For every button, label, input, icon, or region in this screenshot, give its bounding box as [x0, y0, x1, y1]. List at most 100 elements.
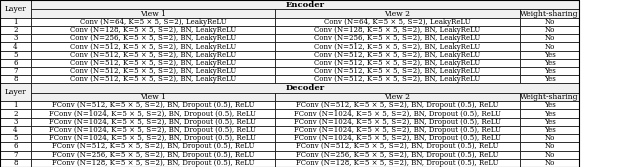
Text: FConv (N=1024, K=5 × 5, S=2), BN, Dropout (0.5), ReLU: FConv (N=1024, K=5 × 5, S=2), BN, Dropou… [294, 126, 501, 134]
Text: Conv (N=512, K=5 × 5, S=2), BN, LeakyReLU: Conv (N=512, K=5 × 5, S=2), BN, LeakyReL… [314, 59, 481, 67]
Text: 3: 3 [13, 118, 17, 126]
Text: Conv (N=128, K=5 × 5, S=2), BN, LeakyReLU: Conv (N=128, K=5 × 5, S=2), BN, LeakyReL… [70, 26, 236, 34]
Text: Conv (N=512, K=5 × 5, S=2), BN, LeakyReLU: Conv (N=512, K=5 × 5, S=2), BN, LeakyReL… [314, 75, 481, 83]
Bar [275, 118, 520, 126]
Bar [275, 159, 520, 167]
Text: No: No [544, 142, 555, 150]
Bar [31, 9, 275, 18]
Text: Weight-sharing: Weight-sharing [520, 10, 579, 18]
Bar [0, 34, 31, 42]
Bar [0, 134, 31, 142]
Bar [31, 42, 275, 51]
Text: 7: 7 [13, 151, 18, 159]
Text: No: No [544, 43, 555, 51]
Bar [520, 59, 579, 67]
Bar [275, 93, 520, 101]
Text: Decoder: Decoder [285, 84, 324, 92]
Text: Yes: Yes [543, 101, 556, 109]
Text: FConv (N=1024, K=5 × 5, S=2), BN, Dropout (0.5), ReLU: FConv (N=1024, K=5 × 5, S=2), BN, Dropou… [49, 126, 257, 134]
Bar [520, 75, 579, 84]
Text: Yes: Yes [543, 126, 556, 134]
Bar [520, 34, 579, 42]
Bar [31, 75, 275, 84]
Text: Conv (N=256, K=5 × 5, S=2), BN, LeakyReLU: Conv (N=256, K=5 × 5, S=2), BN, LeakyReL… [70, 34, 236, 42]
Text: 6: 6 [13, 59, 18, 67]
Text: Conv (N=64, K=5 × 5, S=2), LeakyReLU: Conv (N=64, K=5 × 5, S=2), LeakyReLU [79, 18, 227, 26]
Bar [31, 151, 275, 159]
Text: 5: 5 [13, 51, 18, 59]
Bar [0, 75, 31, 84]
Text: Layer: Layer [4, 5, 26, 13]
Bar [0, 142, 31, 151]
Text: Conv (N=512, K=5 × 5, S=2), BN, LeakyReLU: Conv (N=512, K=5 × 5, S=2), BN, LeakyReL… [70, 67, 236, 75]
Text: Conv (N=512, K=5 × 5, S=2), BN, LeakyReLU: Conv (N=512, K=5 × 5, S=2), BN, LeakyReL… [314, 43, 481, 51]
Bar [0, 0, 31, 18]
Bar [275, 126, 520, 134]
Text: Conv (N=512, K=5 × 5, S=2), BN, LeakyReLU: Conv (N=512, K=5 × 5, S=2), BN, LeakyReL… [314, 67, 481, 75]
Text: FConv (N=512, K=5 × 5, S=2), BN, Dropout (0.5), ReLU: FConv (N=512, K=5 × 5, S=2), BN, Dropout… [296, 142, 499, 150]
Text: Yes: Yes [543, 75, 556, 83]
Bar [275, 142, 520, 151]
Text: FConv (N=1024, K=5 × 5, S=2), BN, Dropout (0.5), ReLU: FConv (N=1024, K=5 × 5, S=2), BN, Dropou… [49, 134, 257, 142]
Bar [31, 118, 275, 126]
Bar [0, 118, 31, 126]
Text: FConv (N=128, K=5 × 5, S=2), BN, Dropout (0.5), ReLU: FConv (N=128, K=5 × 5, S=2), BN, Dropout… [52, 159, 254, 167]
Text: Conv (N=512, K=5 × 5, S=2), BN, LeakyReLU: Conv (N=512, K=5 × 5, S=2), BN, LeakyReL… [70, 75, 236, 83]
Bar [275, 9, 520, 18]
Bar [275, 110, 520, 118]
Text: Yes: Yes [543, 118, 556, 126]
Text: 1: 1 [13, 101, 18, 109]
Text: No: No [544, 34, 555, 42]
Text: FConv (N=512, K=5 × 5, S=2), BN, Dropout (0.5), ReLU: FConv (N=512, K=5 × 5, S=2), BN, Dropout… [296, 101, 499, 109]
Text: FConv (N=128, K=5 × 5, S=2), BN, Dropout (0.5), ReLU: FConv (N=128, K=5 × 5, S=2), BN, Dropout… [296, 159, 499, 167]
Bar [31, 110, 275, 118]
Bar [520, 42, 579, 51]
Bar [275, 42, 520, 51]
Bar [0, 67, 31, 75]
Bar [275, 75, 520, 84]
Text: Encoder: Encoder [285, 1, 324, 9]
Bar [31, 93, 275, 101]
Text: FConv (N=1024, K=5 × 5, S=2), BN, Dropout (0.5), ReLU: FConv (N=1024, K=5 × 5, S=2), BN, Dropou… [294, 110, 501, 118]
Bar [520, 18, 579, 26]
Text: Conv (N=512, K=5 × 5, S=2), BN, LeakyReLU: Conv (N=512, K=5 × 5, S=2), BN, LeakyReL… [70, 51, 236, 59]
Bar [31, 134, 275, 142]
Text: FConv (N=512, K=5 × 5, S=2), BN, Dropout (0.5), ReLU: FConv (N=512, K=5 × 5, S=2), BN, Dropout… [52, 142, 254, 150]
Text: Conv (N=512, K=5 × 5, S=2), BN, LeakyReLU: Conv (N=512, K=5 × 5, S=2), BN, LeakyReL… [314, 51, 481, 59]
Bar [31, 126, 275, 134]
Bar [275, 134, 520, 142]
Bar [520, 159, 579, 167]
Bar [0, 18, 31, 26]
Text: 4: 4 [13, 43, 18, 51]
Text: 2: 2 [13, 110, 18, 118]
Bar [31, 67, 275, 75]
Bar [0, 42, 31, 51]
Text: FConv (N=512, K=5 × 5, S=2), BN, Dropout (0.5), ReLU: FConv (N=512, K=5 × 5, S=2), BN, Dropout… [52, 101, 254, 109]
Bar [31, 59, 275, 67]
Text: 6: 6 [13, 142, 18, 150]
Text: Conv (N=512, K=5 × 5, S=2), BN, LeakyReLU: Conv (N=512, K=5 × 5, S=2), BN, LeakyReL… [70, 43, 236, 51]
Text: FConv (N=256, K=5 × 5, S=2), BN, Dropout (0.5), ReLU: FConv (N=256, K=5 × 5, S=2), BN, Dropout… [52, 151, 254, 159]
Text: Conv (N=64, K=5 × 5, S=2), LeakyReLU: Conv (N=64, K=5 × 5, S=2), LeakyReLU [324, 18, 471, 26]
Bar [31, 34, 275, 42]
Text: 8: 8 [13, 159, 18, 167]
Text: 2: 2 [13, 26, 18, 34]
Text: FConv (N=1024, K=5 × 5, S=2), BN, Dropout (0.5), ReLU: FConv (N=1024, K=5 × 5, S=2), BN, Dropou… [294, 134, 501, 142]
Text: View 1: View 1 [140, 10, 166, 18]
Bar [31, 101, 275, 110]
Bar [520, 118, 579, 126]
Bar [31, 159, 275, 167]
Bar [0, 101, 31, 110]
Text: FConv (N=1024, K=5 × 5, S=2), BN, Dropout (0.5), ReLU: FConv (N=1024, K=5 × 5, S=2), BN, Dropou… [294, 118, 501, 126]
Bar [275, 59, 520, 67]
Bar [520, 9, 579, 18]
Text: Yes: Yes [543, 67, 556, 75]
Text: Yes: Yes [543, 59, 556, 67]
Bar [0, 151, 31, 159]
Text: View 2: View 2 [385, 93, 410, 101]
Text: FConv (N=1024, K=5 × 5, S=2), BN, Dropout (0.5), ReLU: FConv (N=1024, K=5 × 5, S=2), BN, Dropou… [49, 118, 257, 126]
Text: 4: 4 [13, 126, 18, 134]
Bar [520, 67, 579, 75]
Text: 3: 3 [13, 34, 17, 42]
Text: Yes: Yes [543, 51, 556, 59]
